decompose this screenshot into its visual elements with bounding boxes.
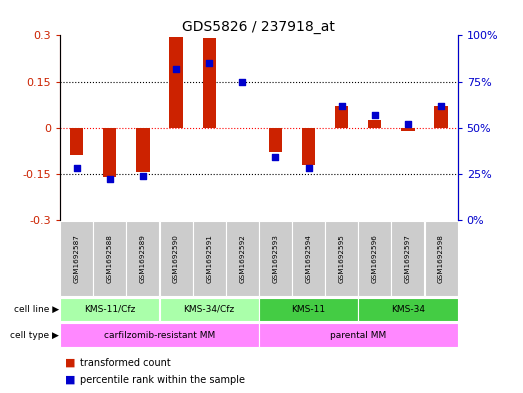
Bar [192, 221, 226, 296]
Text: parental MM: parental MM [330, 331, 386, 340]
Bar [368, 120, 381, 128]
Bar [259, 323, 458, 347]
Bar [358, 298, 458, 321]
Bar [259, 221, 292, 296]
Bar [93, 221, 127, 296]
Bar [70, 128, 83, 156]
Text: ■: ■ [65, 358, 76, 368]
Point [73, 165, 81, 171]
Text: transformed count: transformed count [80, 358, 171, 368]
Text: GSM1692594: GSM1692594 [305, 234, 312, 283]
Text: KMS-11: KMS-11 [291, 305, 326, 314]
Point [238, 79, 246, 85]
Point [337, 103, 346, 109]
Bar [435, 106, 448, 128]
Bar [160, 221, 192, 296]
Point [172, 66, 180, 72]
Bar [60, 221, 93, 296]
Text: KMS-11/Cfz: KMS-11/Cfz [84, 305, 135, 314]
Point [437, 103, 445, 109]
Text: percentile rank within the sample: percentile rank within the sample [80, 375, 245, 385]
Text: GSM1692588: GSM1692588 [107, 234, 113, 283]
Title: GDS5826 / 237918_at: GDS5826 / 237918_at [183, 20, 335, 34]
Bar [103, 128, 117, 177]
Bar [169, 37, 183, 128]
Bar [425, 221, 458, 296]
Text: carfilzomib-resistant MM: carfilzomib-resistant MM [104, 331, 215, 340]
Text: GSM1692595: GSM1692595 [339, 234, 345, 283]
Bar [401, 128, 415, 131]
Point [106, 176, 114, 183]
Bar [60, 298, 160, 321]
Text: ■: ■ [65, 375, 76, 385]
Text: GSM1692597: GSM1692597 [405, 234, 411, 283]
Text: GSM1692596: GSM1692596 [372, 234, 378, 283]
Bar [137, 128, 150, 173]
Bar [160, 298, 259, 321]
Bar [259, 298, 358, 321]
Bar [302, 128, 315, 165]
Text: GSM1692593: GSM1692593 [272, 234, 278, 283]
Text: GSM1692590: GSM1692590 [173, 234, 179, 283]
Text: GSM1692591: GSM1692591 [206, 234, 212, 283]
Text: cell type ▶: cell type ▶ [10, 331, 59, 340]
Point [139, 173, 147, 179]
Point [205, 60, 213, 66]
Text: GSM1692598: GSM1692598 [438, 234, 444, 283]
Bar [127, 221, 160, 296]
Point [304, 165, 313, 171]
Bar [60, 323, 259, 347]
Bar [226, 221, 259, 296]
Bar [391, 221, 425, 296]
Bar [292, 221, 325, 296]
Point [404, 121, 412, 127]
Text: KMS-34: KMS-34 [391, 305, 425, 314]
Text: KMS-34/Cfz: KMS-34/Cfz [184, 305, 235, 314]
Point [271, 154, 280, 160]
Bar [269, 128, 282, 152]
Text: GSM1692587: GSM1692587 [74, 234, 79, 283]
Text: GSM1692592: GSM1692592 [240, 234, 245, 283]
Point [371, 112, 379, 118]
Text: GSM1692589: GSM1692589 [140, 234, 146, 283]
Bar [202, 38, 216, 128]
Bar [358, 221, 391, 296]
Bar [335, 106, 348, 128]
Bar [325, 221, 358, 296]
Text: cell line ▶: cell line ▶ [14, 305, 59, 314]
